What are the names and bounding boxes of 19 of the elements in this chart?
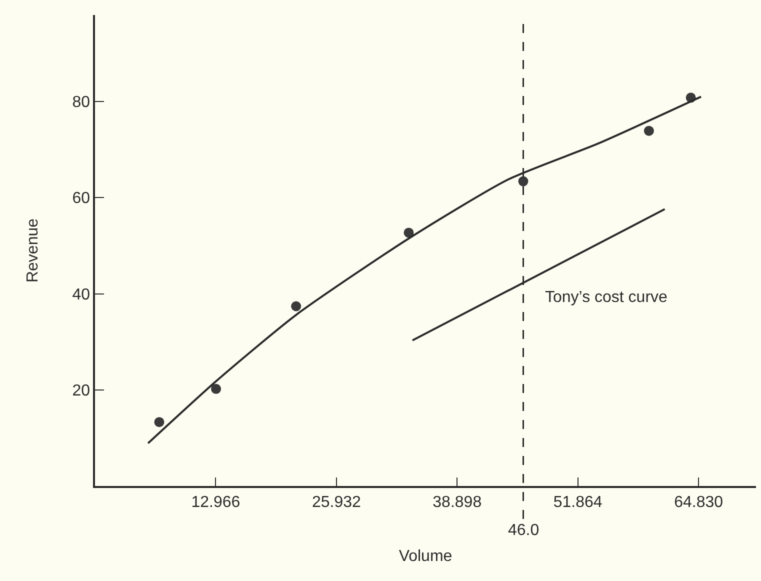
x-axis-title: Volume [398,548,452,566]
x-tick-label: 38.898 [432,494,482,511]
x-tick-label: 12.966 [191,494,240,511]
y-tick-label: 80 [72,94,90,112]
point [518,176,528,186]
point [154,417,164,428]
point [211,384,222,394]
ref-line-label: 46.0 [508,522,540,539]
point [644,126,654,136]
x-tick-label: 51.864 [553,494,602,511]
y-axis-title: Revenue [24,218,42,283]
x-tick-label: 25.932 [312,494,361,511]
y-tick-label: 20 [72,382,90,400]
point [291,301,302,312]
y-tick-label: 40 [72,286,90,304]
x-tick-label: 64.830 [674,494,724,511]
y-tick-label: 60 [72,190,90,208]
point [404,228,414,238]
series-label: Tony’s cost curve [545,289,668,306]
